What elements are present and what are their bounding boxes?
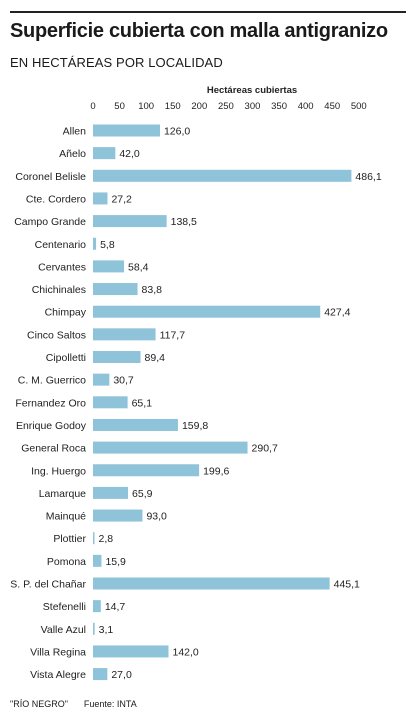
category-label: Lamarque xyxy=(39,488,86,500)
category-label: Centenario xyxy=(35,239,87,251)
category-label: Pomona xyxy=(47,556,86,568)
bar xyxy=(93,464,200,477)
value-label: 27,0 xyxy=(111,669,132,681)
value-label: 65,1 xyxy=(132,397,153,409)
value-label: 93,0 xyxy=(146,511,167,523)
x-tick-label: 0 xyxy=(90,101,95,112)
footer-source: Fuente: INTA xyxy=(83,699,137,709)
bar xyxy=(93,532,95,545)
category-label: Allen xyxy=(63,126,87,138)
value-label: 427,4 xyxy=(324,307,350,319)
footer-region: "RÍO NEGRO" xyxy=(10,699,68,709)
value-label: 290,7 xyxy=(252,443,278,455)
bar xyxy=(93,373,110,386)
bar xyxy=(93,622,95,635)
category-label: Campo Grande xyxy=(14,216,86,228)
x-tick-label: 250 xyxy=(218,101,234,112)
x-tick-label: 450 xyxy=(324,101,340,112)
x-axis-ticks: 0 50 100 150 200 250 300 350 400 450 500 xyxy=(90,101,366,112)
value-label: 486,1 xyxy=(355,171,381,183)
category-label: Mainqué xyxy=(46,511,86,523)
chart-title: Superficie cubierta con malla antigraniz… xyxy=(10,20,388,42)
category-label: Chichinales xyxy=(32,284,86,296)
bar xyxy=(93,215,167,228)
bar xyxy=(93,260,125,273)
value-label: 199,6 xyxy=(203,465,229,477)
category-label: Cinco Saltos xyxy=(27,329,86,341)
category-label: Añelo xyxy=(59,148,86,160)
category-label: Chimpay xyxy=(45,307,87,319)
value-label: 65,9 xyxy=(132,488,153,500)
bar xyxy=(93,328,156,341)
bar xyxy=(93,645,169,658)
bar xyxy=(93,351,141,363)
value-label: 27,2 xyxy=(111,193,132,205)
value-label: 30,7 xyxy=(113,375,134,387)
value-label: 2,8 xyxy=(98,533,113,545)
category-label: Enrique Godoy xyxy=(16,420,87,432)
bar xyxy=(93,192,108,205)
bar xyxy=(93,283,138,296)
bars xyxy=(93,124,352,681)
value-label: 126,0 xyxy=(164,126,190,138)
value-label: 58,4 xyxy=(128,261,149,273)
bar xyxy=(93,509,143,522)
footer: "RÍO NEGRO" Fuente: INTA xyxy=(10,699,137,709)
bar xyxy=(93,124,160,137)
category-label: Stefenelli xyxy=(43,601,86,613)
x-tick-label: 150 xyxy=(165,101,181,112)
value-label: 138,5 xyxy=(171,216,197,228)
bar xyxy=(93,668,108,681)
bar xyxy=(93,418,178,431)
category-label: Villa Regina xyxy=(30,646,86,658)
value-label: 3,1 xyxy=(99,624,114,636)
value-label: 89,4 xyxy=(145,352,166,364)
value-label: 42,0 xyxy=(119,148,140,160)
category-label: Plottier xyxy=(53,533,86,545)
bar xyxy=(93,577,330,590)
x-tick-label: 200 xyxy=(191,101,207,112)
category-label: Cipolletti xyxy=(46,352,86,364)
value-label: 14,7 xyxy=(105,601,126,613)
x-tick-label: 300 xyxy=(245,101,261,112)
bar xyxy=(93,441,248,454)
x-axis-title: Hectáreas cubiertas xyxy=(207,85,297,96)
value-label: 15,9 xyxy=(105,556,126,568)
category-label: Valle Azul xyxy=(41,624,86,636)
bar xyxy=(93,486,129,499)
value-label: 5,8 xyxy=(100,239,115,251)
value-label: 142,0 xyxy=(172,646,198,658)
bar xyxy=(93,237,97,250)
x-tick-label: 500 xyxy=(351,101,367,112)
value-labels: 126,0 42,0 486,1 27,2 138,5 5,8 58,4 83,8 427,4 1… xyxy=(98,126,381,682)
x-tick-label: 350 xyxy=(271,101,287,112)
bar xyxy=(93,169,352,182)
category-label: Coronel Belisle xyxy=(15,171,86,183)
bar xyxy=(93,554,102,567)
bar xyxy=(93,305,321,318)
category-label: Cte. Cordero xyxy=(26,193,86,205)
x-tick-label: 400 xyxy=(298,101,314,112)
top-rule xyxy=(10,11,406,13)
category-label: S. P. del Chañar xyxy=(10,579,86,591)
category-label: Ing. Huergo xyxy=(31,465,86,477)
bar xyxy=(93,396,128,409)
value-label: 445,1 xyxy=(334,579,360,591)
bar xyxy=(93,600,101,613)
chart-subtitle: EN HECTÁREAS POR LOCALIDAD xyxy=(10,55,223,70)
x-tick-label: 100 xyxy=(138,101,154,112)
category-label: General Roca xyxy=(21,443,86,455)
x-tick-label: 50 xyxy=(114,101,125,112)
category-label: Cervantes xyxy=(38,261,86,273)
category-label: C. M. Guerrico xyxy=(18,375,86,387)
category-label: Vista Alegre xyxy=(30,669,86,681)
value-label: 159,8 xyxy=(182,420,208,432)
category-labels: Allen Añelo Coronel Belisle Cte. Cordero Cam… xyxy=(10,126,86,682)
value-label: 83,8 xyxy=(142,284,163,296)
bar xyxy=(93,147,116,160)
value-label: 117,7 xyxy=(160,329,186,341)
category-label: Fernandez Oro xyxy=(15,397,86,409)
